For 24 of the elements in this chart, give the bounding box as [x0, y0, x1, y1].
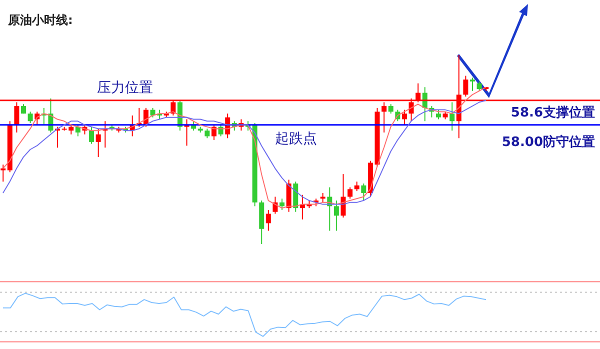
- candlestick: [402, 109, 407, 126]
- ref-line-label: 58.6支撑位置: [510, 105, 595, 120]
- candlestick: [470, 77, 475, 92]
- candlestick: [450, 102, 455, 132]
- ref-line-label: 58.00防守位置: [502, 134, 595, 150]
- candlestick: [0, 164, 6, 182]
- candlestick: [334, 200, 339, 232]
- chart-title: 原油小时线:: [7, 13, 73, 27]
- candlestick: [75, 124, 80, 137]
- candlestick: [266, 209, 271, 232]
- annotation: 起跌点: [275, 131, 317, 147]
- candlestick: [354, 181, 360, 192]
- candlestick: [476, 80, 482, 92]
- candlestick: [28, 111, 33, 124]
- candlestick: [96, 128, 101, 158]
- candlestick: [89, 126, 94, 144]
- candlestick: [361, 183, 366, 202]
- candlestick: [388, 104, 394, 114]
- candlestick: [348, 186, 353, 200]
- candlestick: [280, 198, 285, 210]
- annotation: 压力位置: [97, 80, 153, 96]
- candlestick: [204, 128, 210, 139]
- candlestick: [436, 109, 441, 120]
- candlestick: [463, 75, 468, 98]
